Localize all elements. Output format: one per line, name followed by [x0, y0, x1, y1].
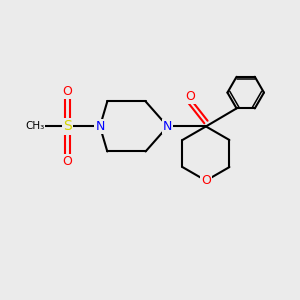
Text: O: O: [201, 174, 211, 187]
Text: O: O: [185, 91, 195, 103]
Text: N: N: [95, 120, 105, 133]
Text: CH₃: CH₃: [26, 122, 45, 131]
Text: N: N: [163, 120, 172, 133]
Text: S: S: [63, 119, 72, 134]
Text: O: O: [63, 85, 73, 98]
Text: O: O: [63, 155, 73, 168]
